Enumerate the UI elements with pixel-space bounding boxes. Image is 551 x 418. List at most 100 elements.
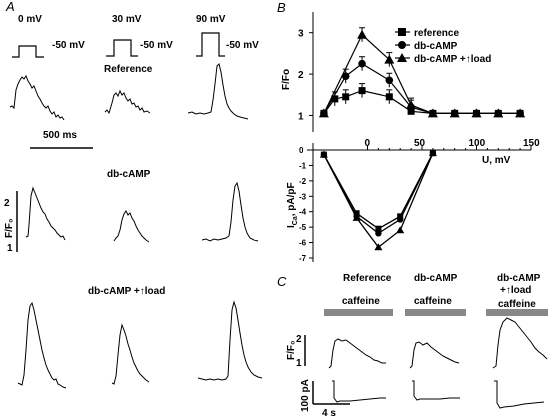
b-bottom-ylabel: ICa, pA/pF xyxy=(286,182,299,228)
b-top-point-circle-2 xyxy=(358,59,366,68)
b-top-point-square-2 xyxy=(342,93,350,101)
caffeine-bar-db-camp xyxy=(405,309,466,316)
b-top-point-triangle-3 xyxy=(406,100,417,110)
c-title-db-camp: db-cAMP xyxy=(414,273,458,284)
legend-marker-triangle xyxy=(397,53,407,62)
c-trace-current-db-camp xyxy=(412,380,460,401)
b-top-point-square-4 xyxy=(385,93,393,101)
b-bottom-point-triangle-4 xyxy=(428,149,437,157)
c-title-db-camp-load-line2: +↑load xyxy=(500,285,531,296)
c-title-db-camp-load-line1: db-cAMP xyxy=(497,273,541,284)
b-bottom-ytick-label--5: -5 xyxy=(299,223,307,232)
ff0-scale-value-a: 2 xyxy=(4,198,10,209)
caffeine-label-reference: caffeine xyxy=(342,296,380,307)
legend-marker-square xyxy=(398,28,406,36)
legend-b: reference db-cAMP db-cAMP +↑load xyxy=(395,28,491,65)
panel-letter-a: A xyxy=(5,0,15,14)
trace-reference-90mv xyxy=(187,63,249,120)
b-top-point-triangle-0 xyxy=(318,108,329,118)
b-bottom-ytick-label--2: -2 xyxy=(299,177,307,186)
b-top-point-triangle-6 xyxy=(471,108,482,118)
c-trace-current-reference xyxy=(332,380,386,403)
b-bottom-point-circle-3 xyxy=(397,216,404,223)
b-bottom-ylabel-main: I xyxy=(286,225,297,228)
trace-db-camp-load-0mv xyxy=(17,301,67,389)
legend-label-reference: reference xyxy=(414,28,459,39)
b-top-point-triangle-5 xyxy=(449,108,460,118)
b-bottom-xtick-label-0: 0 xyxy=(365,138,371,149)
row-title-db-camp-load: db-cAMP +↑load xyxy=(88,286,165,297)
trace-db-camp-load-30mv xyxy=(111,323,150,385)
trace-db-camp-30mv xyxy=(113,210,150,243)
c-ff0-scale-base: 1 xyxy=(296,358,302,369)
b-bottom-ytick-label--4: -4 xyxy=(299,208,307,217)
c-trace-ff0-db-camp-load xyxy=(492,317,548,369)
b-top-ylabel: F/Fo xyxy=(281,69,292,90)
b-top-point-triangle-1 xyxy=(357,29,368,39)
voltage-label-90: 90 mV xyxy=(196,14,226,25)
caffeine-label-db-camp-load: caffeine xyxy=(498,299,536,310)
b-top-ytick-label-2: 2 xyxy=(298,70,304,81)
b-top-point-circle-1 xyxy=(341,72,350,80)
b-bottom-point-triangle-0 xyxy=(319,150,328,158)
b-bottom-xtick-label-150: 150 xyxy=(523,138,540,149)
trace-reference-0mv xyxy=(9,74,65,121)
voltage-protocol-30 xyxy=(106,39,138,57)
b-bottom-ytick-label-0: 0 xyxy=(299,146,304,155)
c-ff0-ylabel: F/F₀ xyxy=(286,340,297,360)
b-bottom-ytick-label--1: -1 xyxy=(299,161,307,170)
row-title-db-camp: db-cAMP xyxy=(107,169,151,180)
trace-db-camp-load-90mv xyxy=(197,300,263,381)
row-title-reference: Reference xyxy=(104,64,153,75)
c-trace-ff0-reference xyxy=(328,338,386,369)
b-bottom-point-triangle-1 xyxy=(352,213,361,221)
c-trace-ff0-db-camp xyxy=(409,341,460,369)
chart-b-bottom: U, mV ICa, pA/pF 0 -1 -2 -3 -4 -5 -6 -7 0 50 100 15… xyxy=(286,138,540,263)
b-bottom-xlabel: U, mV xyxy=(482,155,511,166)
b-bottom-point-circle-2 xyxy=(375,230,382,237)
b-bottom-xtick-label-100: 100 xyxy=(469,138,486,149)
b-bottom-ytick-label--3: -3 xyxy=(299,192,307,201)
trace-reference-30mv xyxy=(104,89,151,115)
b-bottom-point-triangle-3 xyxy=(396,226,405,234)
b-top-point-triangle-7 xyxy=(493,108,504,118)
b-bottom-xtick-label-50: 50 xyxy=(414,138,426,149)
c-title-reference: Reference xyxy=(343,273,392,284)
holding-label-90: -50 mV xyxy=(226,40,259,51)
panel-letter-c: C xyxy=(277,274,287,289)
b-top-point-triangle-8 xyxy=(515,108,526,118)
voltage-protocol-0 xyxy=(12,45,44,58)
time-scale-label-a: 500 ms xyxy=(43,130,77,141)
chart-b-top: F/Fo 1 2 3 xyxy=(281,12,526,132)
voltage-label-0: 0 mV xyxy=(18,14,42,25)
b-top-point-square-3 xyxy=(358,87,366,95)
legend-label-db-camp: db-cAMP xyxy=(414,41,458,52)
legend-label-db-camp-load: db-cAMP +↑load xyxy=(414,54,491,65)
caffeine-bar-reference xyxy=(324,309,393,316)
b-bottom-ylabel-unit: , pA/pF xyxy=(286,182,297,216)
c-trace-current-db-camp-load xyxy=(494,380,545,409)
voltage-protocol-90 xyxy=(196,32,225,57)
c-current-scale-label: 100 pA xyxy=(300,379,311,412)
b-bottom-ytick-label--7: -7 xyxy=(299,254,307,263)
b-bottom-ylabel-sub: Ca xyxy=(292,216,299,225)
ff0-scale-base-a: 1 xyxy=(7,243,13,254)
holding-label-30: -50 mV xyxy=(140,40,173,51)
c-ff0-scale-value: 2 xyxy=(296,334,302,345)
b-top-point-square-1 xyxy=(331,95,339,103)
caffeine-bar-db-camp-load xyxy=(486,309,548,316)
b-bottom-point-square-2 xyxy=(375,225,382,232)
b-top-ytick-label-3: 3 xyxy=(298,29,304,40)
trace-db-camp-90mv xyxy=(201,181,259,242)
voltage-label-30: 30 mV xyxy=(112,14,142,25)
caffeine-label-db-camp: caffeine xyxy=(414,296,452,307)
b-top-line-1 xyxy=(323,62,521,114)
b-bottom-point-triangle-2 xyxy=(374,243,383,251)
legend-marker-circle xyxy=(398,41,406,49)
b-top-point-triangle-4 xyxy=(427,108,438,118)
b-top-ytick-label-1: 1 xyxy=(298,111,304,122)
c-time-scale-label: 4 s xyxy=(322,408,336,418)
panel-letter-b: B xyxy=(277,0,286,15)
b-top-point-triangle-2 xyxy=(384,54,395,64)
